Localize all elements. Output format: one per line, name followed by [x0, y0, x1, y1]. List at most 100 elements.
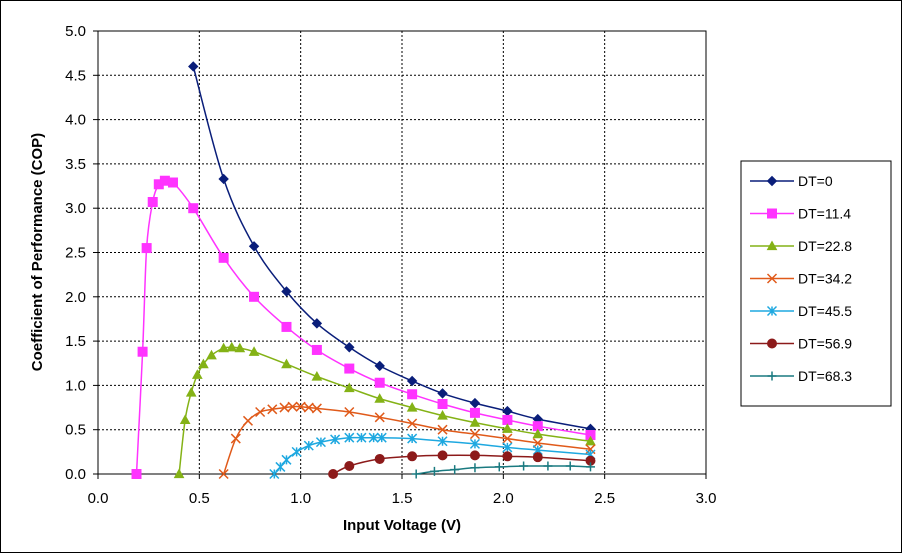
series-dt-22-8 [173, 341, 596, 479]
data-point [585, 462, 595, 472]
data-point [206, 349, 217, 360]
data-point [295, 401, 306, 412]
data-point [532, 428, 544, 439]
data-point [407, 433, 418, 444]
data-point [344, 342, 355, 353]
data-point [450, 465, 460, 475]
data-point [131, 469, 142, 479]
legend-item: DT=22.8 [750, 238, 852, 254]
data-point [315, 437, 326, 448]
data-point [374, 377, 385, 388]
y-tick-label: 4.5 [65, 67, 86, 84]
data-point [198, 358, 209, 369]
legend-item: DT=34.2 [750, 271, 852, 287]
data-point [494, 462, 504, 472]
legend-item: DT=68.3 [750, 368, 852, 384]
data-point [407, 418, 418, 429]
legend-marker [766, 240, 778, 251]
y-tick-label: 0.5 [65, 422, 86, 439]
y-tick-label: 3.0 [65, 200, 86, 217]
data-point [437, 424, 448, 435]
data-point [437, 409, 448, 420]
y-tick-label: 5.0 [65, 23, 86, 40]
data-point [407, 451, 418, 462]
series-dt-45-5 [269, 432, 596, 480]
grid [93, 30, 707, 479]
y-tick-label: 0.0 [65, 466, 86, 483]
data-point [311, 318, 323, 329]
data-point [356, 432, 367, 443]
data-point [218, 173, 229, 185]
data-point [469, 417, 481, 427]
data-point [167, 177, 178, 188]
y-tick-label: 1.0 [65, 377, 86, 394]
data-point [281, 286, 292, 297]
data-point [502, 451, 513, 462]
legend-marker [766, 305, 778, 317]
legend-label: DT=11.4 [798, 206, 851, 222]
data-point [469, 450, 480, 461]
data-point [469, 397, 481, 409]
data-point [248, 241, 260, 252]
legend-label: DT=45.5 [798, 303, 852, 319]
tick-labels: 0.0 0.5 1.0 1.5 2.0 2.5 3.0 0.0 0.5 1.0 1.5 2.0 2.5 3… [65, 23, 716, 507]
data-point [137, 346, 148, 357]
data-point [173, 468, 185, 479]
data-point [407, 389, 418, 400]
data-point [469, 407, 480, 418]
legend-label: DT=34.2 [798, 271, 852, 287]
data-point [311, 403, 322, 414]
data-point [470, 463, 480, 473]
data-point [311, 344, 322, 355]
legend-marker [766, 273, 778, 284]
data-point [374, 453, 385, 464]
data-point [179, 414, 191, 425]
data-point [368, 432, 379, 443]
legend-label: DT=68.3 [798, 368, 852, 384]
x-tick-label: 2.5 [594, 490, 615, 507]
y-tick-label: 1.5 [65, 333, 86, 350]
data-point [437, 388, 448, 399]
data-point [185, 386, 197, 397]
series-layer [131, 61, 596, 480]
y-axis-title: Coefficient of Performance (COP) [29, 133, 46, 371]
data-point [141, 243, 152, 254]
data-point [311, 371, 323, 381]
data-point [437, 399, 448, 410]
data-point [242, 415, 254, 426]
data-point [147, 196, 158, 207]
data-point [218, 468, 229, 480]
data-point [255, 406, 266, 418]
x-tick-label: 2.0 [493, 490, 514, 507]
data-point [343, 382, 355, 393]
data-point [411, 469, 421, 479]
legend-marker [767, 338, 777, 349]
legend-marker [767, 371, 777, 381]
data-point [543, 461, 553, 471]
data-point [585, 435, 596, 446]
data-point [344, 363, 355, 374]
legend-marker [766, 175, 778, 187]
data-point [406, 402, 418, 412]
data-point [519, 461, 529, 471]
data-point [281, 454, 292, 465]
legend-item: DT=0 [750, 173, 833, 189]
data-point [267, 404, 278, 415]
data-point [469, 438, 480, 449]
data-point [344, 461, 355, 472]
series-dt-11-4 [131, 175, 596, 479]
data-point [226, 341, 238, 352]
data-point [437, 436, 448, 447]
legend-item: DT=11.4 [750, 206, 851, 222]
series-dt-68-3 [411, 461, 595, 479]
data-point [406, 375, 418, 387]
data-point [234, 342, 246, 353]
data-point [429, 466, 439, 476]
data-point [218, 342, 230, 353]
data-point [249, 291, 260, 302]
data-point [303, 440, 314, 451]
x-axis-title: Input Voltage (V) [343, 517, 461, 534]
data-point [281, 358, 292, 369]
y-tick-label: 4.0 [65, 112, 86, 129]
